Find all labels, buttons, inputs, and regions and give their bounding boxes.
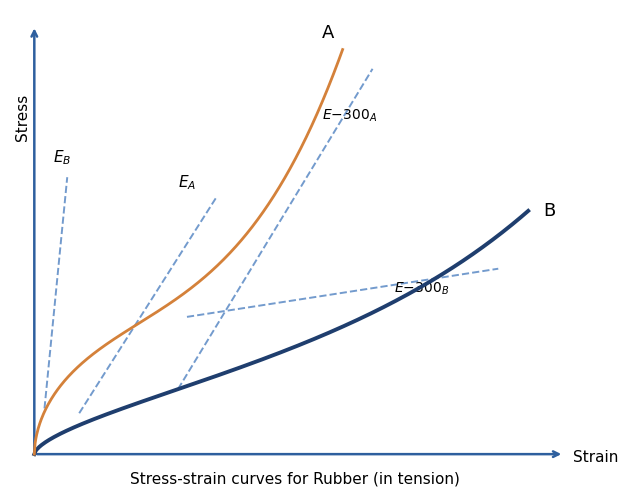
Text: Stress: Stress (16, 94, 31, 141)
Text: Strain: Strain (573, 450, 619, 465)
Text: A: A (321, 24, 334, 42)
Text: Stress-strain curves for Rubber (in tension): Stress-strain curves for Rubber (in tens… (130, 471, 459, 486)
Text: B: B (543, 202, 556, 220)
Text: $E_A$: $E_A$ (178, 173, 196, 192)
Text: $E\mathregular{-300}_B$: $E\mathregular{-300}_B$ (394, 281, 449, 297)
Text: $E_B$: $E_B$ (53, 149, 71, 168)
Text: $E\mathregular{-300}_A$: $E\mathregular{-300}_A$ (322, 107, 377, 124)
